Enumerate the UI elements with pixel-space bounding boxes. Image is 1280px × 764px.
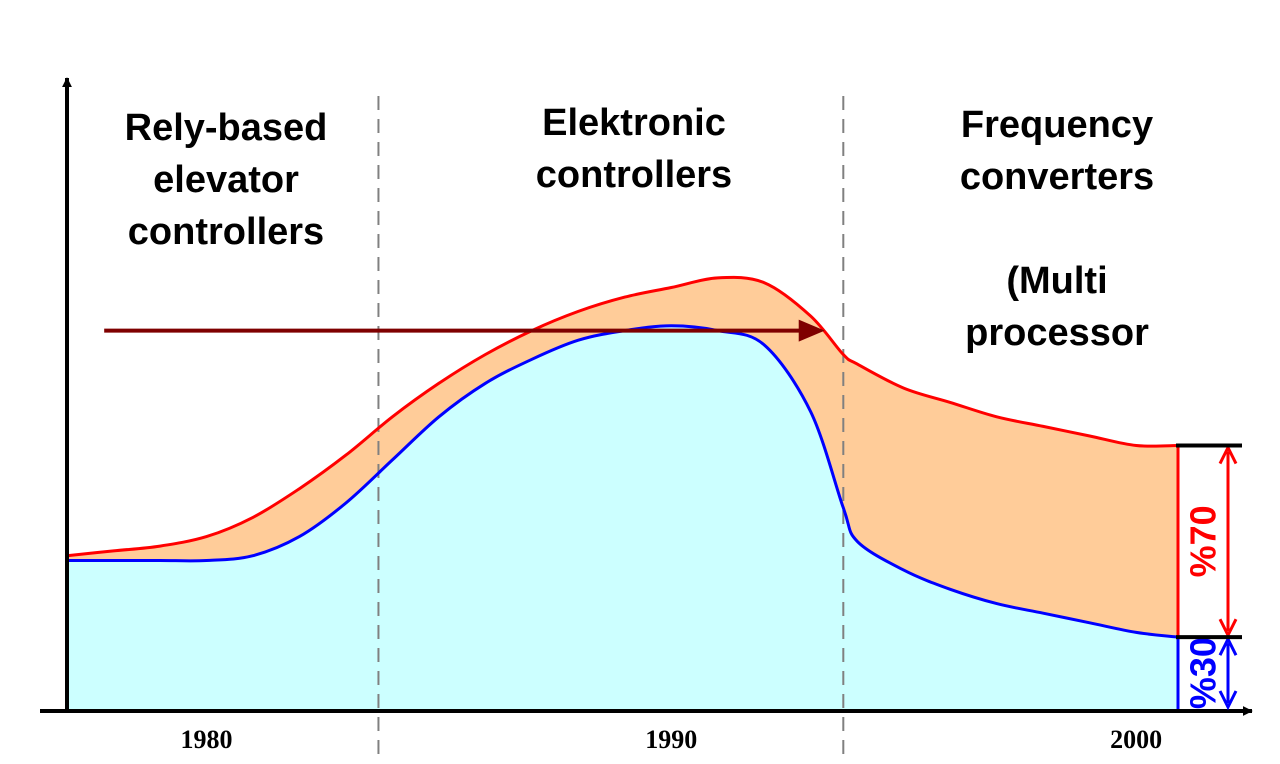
x-tick-label-0: 1980 (180, 725, 232, 754)
era-label-0-line-2: controllers (128, 211, 324, 253)
axes (40, 77, 1253, 716)
trend-arrow-layer (104, 319, 825, 342)
era-labels: Rely-based elevator controllers Elektronic c… (125, 102, 1155, 354)
annotation-label-1: %30 (1183, 637, 1224, 709)
era-label-0-line-0: Rely-based (125, 107, 328, 149)
era-label-0-line-1: elevator (153, 159, 299, 201)
annotation-arrowhead-bottom-1 (1218, 690, 1238, 711)
percentage-annotations: %70 %30 (1176, 443, 1242, 711)
series-line-0 (66, 275, 1179, 558)
era-label-2-line-0: Frequency (961, 104, 1153, 146)
series-area-1 (67, 325, 1178, 709)
era-label-2-line-1: converters (960, 156, 1154, 198)
x-tick-labels: 1980 1990 2000 (180, 725, 1162, 754)
trend-arrow-head (798, 319, 825, 342)
era-label-1-line-1: controllers (536, 154, 732, 196)
area-layer (67, 277, 1178, 709)
series-line-1 (66, 324, 1179, 639)
x-tick-label-2: 2000 (1110, 725, 1162, 754)
era-label-1-line-0: Elektronic (542, 102, 726, 144)
era-label-2-line-3: (Multi (1006, 260, 1107, 302)
era-label-2-line-4: processor (965, 312, 1149, 354)
series-line-layer (66, 275, 1180, 709)
x-tick-label-1: 1990 (645, 725, 697, 754)
annotation-label-0: %70 (1183, 505, 1224, 577)
